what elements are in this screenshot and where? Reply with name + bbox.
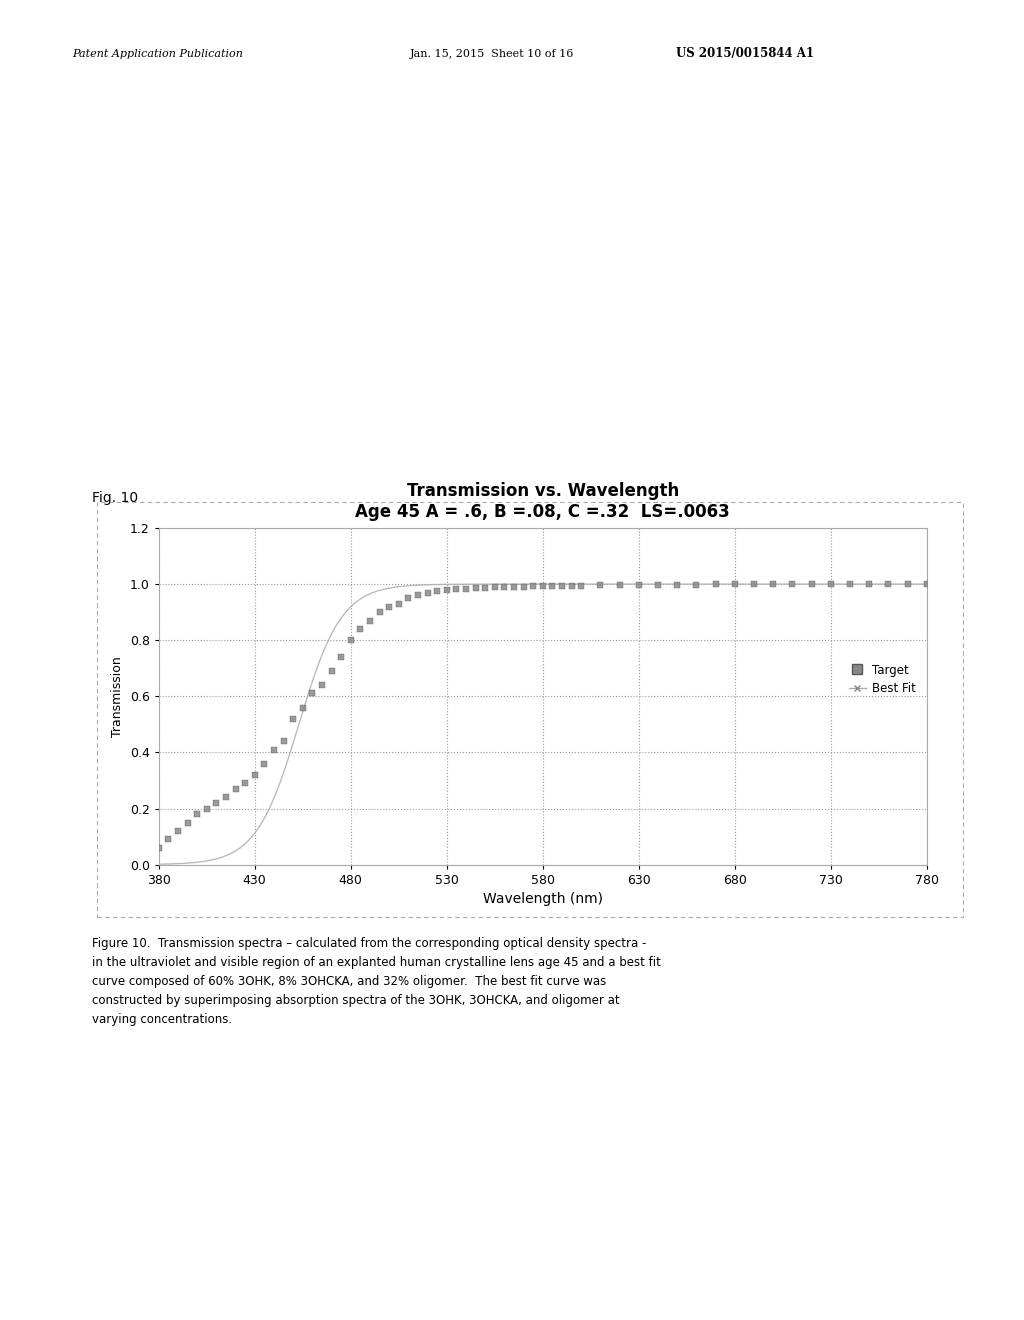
Point <box>160 829 176 850</box>
Point <box>563 576 580 597</box>
Point <box>342 630 358 651</box>
Point <box>400 587 417 609</box>
Point <box>352 618 369 640</box>
Point <box>458 578 474 599</box>
Point <box>449 578 465 599</box>
Point <box>218 787 234 808</box>
Point <box>372 602 388 623</box>
Point <box>525 576 542 597</box>
Point <box>649 574 666 595</box>
Point <box>535 576 551 597</box>
Point <box>438 579 455 601</box>
Point <box>381 597 397 618</box>
Point <box>295 697 311 718</box>
Point <box>497 577 513 598</box>
Point <box>881 573 897 594</box>
Point <box>477 577 494 598</box>
Point <box>573 576 590 597</box>
Point <box>486 577 503 598</box>
Point <box>361 610 378 631</box>
Y-axis label: Transmission: Transmission <box>112 656 124 737</box>
Point <box>420 582 436 603</box>
Text: Patent Application Publication: Patent Application Publication <box>72 49 243 59</box>
Point <box>410 585 426 606</box>
Point <box>745 574 762 595</box>
Point <box>324 660 340 681</box>
Point <box>179 812 196 833</box>
Point <box>275 730 292 751</box>
Point <box>227 779 244 800</box>
Point <box>333 647 349 668</box>
Text: Figure 10.  Transmission spectra – calculated from the corresponding optical den: Figure 10. Transmission spectra – calcul… <box>92 937 662 1026</box>
Point <box>285 708 301 729</box>
Point <box>237 772 253 793</box>
Point <box>304 682 321 704</box>
Point <box>822 573 839 594</box>
Point <box>170 820 186 842</box>
Point <box>188 804 205 825</box>
Point <box>506 577 522 598</box>
Point <box>208 792 224 813</box>
Point <box>554 576 570 597</box>
Point <box>688 574 705 595</box>
Point <box>151 837 167 858</box>
Point <box>899 573 915 594</box>
Point <box>256 752 272 774</box>
Point <box>842 573 858 594</box>
Point <box>199 797 215 818</box>
Point <box>544 576 560 597</box>
Point <box>515 576 531 597</box>
Point <box>631 574 647 595</box>
Text: US 2015/0015844 A1: US 2015/0015844 A1 <box>676 46 814 59</box>
Point <box>429 581 445 602</box>
Point <box>708 574 724 595</box>
Point <box>390 593 407 614</box>
Point <box>467 578 483 599</box>
Point <box>765 574 781 595</box>
Point <box>784 573 801 594</box>
Point <box>861 573 878 594</box>
Title: Transmission vs. Wavelength
Age 45 A = .6, B =.08, C =.32  LS=.0063: Transmission vs. Wavelength Age 45 A = .… <box>355 482 730 521</box>
Point <box>247 764 263 785</box>
Text: Jan. 15, 2015  Sheet 10 of 16: Jan. 15, 2015 Sheet 10 of 16 <box>410 49 574 59</box>
Point <box>726 574 742 595</box>
Point <box>611 574 628 595</box>
Legend: Target, Best Fit: Target, Best Fit <box>844 659 921 700</box>
Point <box>592 574 608 595</box>
Text: Fig. 10: Fig. 10 <box>92 491 138 504</box>
Point <box>313 675 330 696</box>
Point <box>919 573 935 594</box>
X-axis label: Wavelength (nm): Wavelength (nm) <box>482 892 603 907</box>
Point <box>803 573 819 594</box>
Point <box>669 574 685 595</box>
Point <box>265 739 282 760</box>
